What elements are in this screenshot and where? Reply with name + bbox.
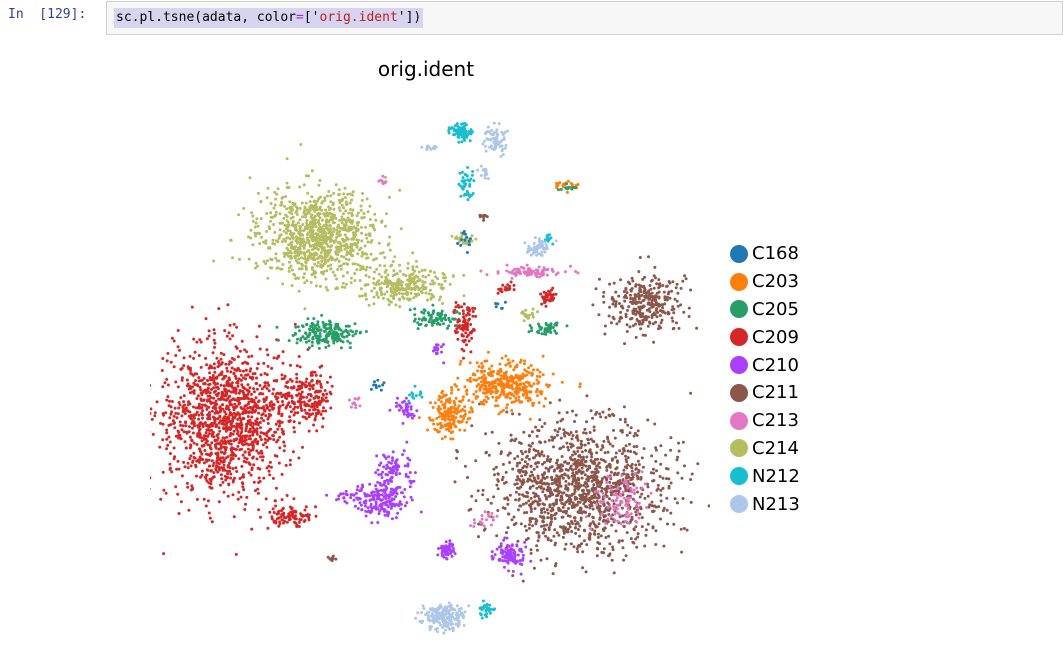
legend-label: C209 [752,326,799,348]
legend-item: N213 [730,490,800,518]
cluster-c209 [305,364,329,433]
legend-color-dot [730,439,748,458]
cluster-c205 [527,321,569,336]
legend-item: C210 [730,351,800,379]
cluster-c209 [539,286,558,308]
cluster-c168 [369,378,386,392]
legend-color-dot [730,383,748,402]
legend-color-dot [730,328,748,347]
legend-label: N212 [752,465,800,487]
cluster-c209 [257,497,318,530]
cluster-c214 [318,255,466,309]
cluster-c210 [490,536,533,576]
code-string-arg: orig.ident [319,10,398,25]
cluster-c213 [584,470,653,531]
cluster-c209 [261,348,334,434]
legend-color-dot [730,467,748,486]
cluster-c210 [436,539,457,561]
code-operator: = [296,10,304,25]
legend-label: C205 [752,298,799,320]
cluster-n213 [481,121,510,158]
cluster-c203 [417,391,476,441]
cluster-n212 [447,122,474,144]
legend-item: C214 [730,435,800,463]
legend-item: C168 [730,240,800,268]
cluster-c211 [478,213,489,222]
cluster-c209 [496,280,516,295]
legend-color-dot [730,356,748,375]
tsne-scatter-plot [150,121,710,635]
legend-color-dot [730,411,748,430]
input-prompt: In [129]: [8,7,87,22]
legend-item: C213 [730,407,800,435]
cluster-c214 [520,307,539,323]
legend-label: C168 [752,243,799,265]
legend-item: C203 [730,268,800,296]
legend-color-dot [730,244,748,263]
legend-label: C214 [752,437,799,459]
cluster-c214 [212,143,415,311]
cluster-c213 [348,396,362,410]
legend-item: C209 [730,323,800,351]
code-bracket-close: ']) [397,10,422,25]
legend-label: C211 [752,382,799,404]
cluster-n213 [414,601,471,635]
code-line[interactable]: sc.pl.tsne(adata, color=['orig.ident']) [114,8,424,28]
cluster-c168 [494,300,507,310]
cluster-c209 [150,303,329,556]
cluster-c210 [352,471,423,525]
legend-color-dot [730,300,748,319]
legend-item: C211 [730,379,800,407]
legend-color-dot [730,495,748,514]
code-cell[interactable]: In [129]: sc.pl.tsne(adata, color=['orig… [0,0,1063,40]
cluster-c205 [275,313,368,350]
cluster-n212 [457,166,476,202]
code-input-area[interactable]: sc.pl.tsne(adata, color=['orig.ident']) [106,1,1063,35]
cluster-c213 [479,263,580,280]
cluster-n213 [476,164,490,181]
cluster-n212 [543,233,555,246]
legend-item: C205 [730,296,800,324]
legend-label: C210 [752,354,799,376]
cluster-n212 [478,599,496,620]
legend-label: C203 [752,271,799,293]
cluster-c211 [591,255,699,346]
cluster-c210 [325,489,368,505]
legend-item: N212 [730,462,800,490]
cluster-n213 [523,236,558,257]
cluster-c213 [469,510,499,528]
cluster-n212 [407,384,424,403]
cluster-c205 [408,303,462,331]
cluster-c211 [453,391,710,583]
legend-label: C213 [752,410,799,432]
cluster-n213 [420,144,438,152]
cluster-c209 [452,301,478,360]
cluster-c211 [326,554,338,563]
legend-color-dot [730,272,748,291]
legend-label: N213 [752,493,800,515]
cluster-c205 [557,182,577,192]
cluster-c210 [374,440,417,504]
cluster-c213 [377,174,388,186]
legend: C168 C203 C205 C209 C210 C211 C213 C214 N212 N213 [730,240,800,518]
cluster-c203 [440,350,582,421]
cluster-c168 [456,230,472,254]
cluster-c210 [388,396,419,425]
code-fn: sc.pl.tsne(adata, color [116,10,297,25]
cluster-c210 [431,343,446,365]
code-bracket-open: [' [303,10,320,25]
plot-title: orig.ident [377,57,475,81]
